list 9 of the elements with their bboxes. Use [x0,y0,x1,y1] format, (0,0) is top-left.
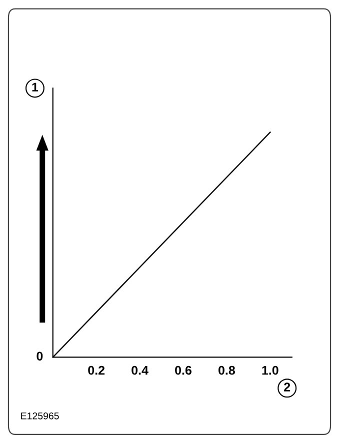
y-axis-title: 1 [32,82,38,92]
x-tick-label: 0.4 [132,366,148,375]
x-tick-label: 0.6 [175,366,192,375]
x-axis-title: 2 [284,382,290,392]
x-tick-label: 1.0 [262,366,278,375]
x-tick-label: 0.2 [88,366,105,375]
annotation: 0 [36,352,43,361]
text: E125965 [21,412,59,420]
x-tick-label: 0.8 [218,366,236,375]
